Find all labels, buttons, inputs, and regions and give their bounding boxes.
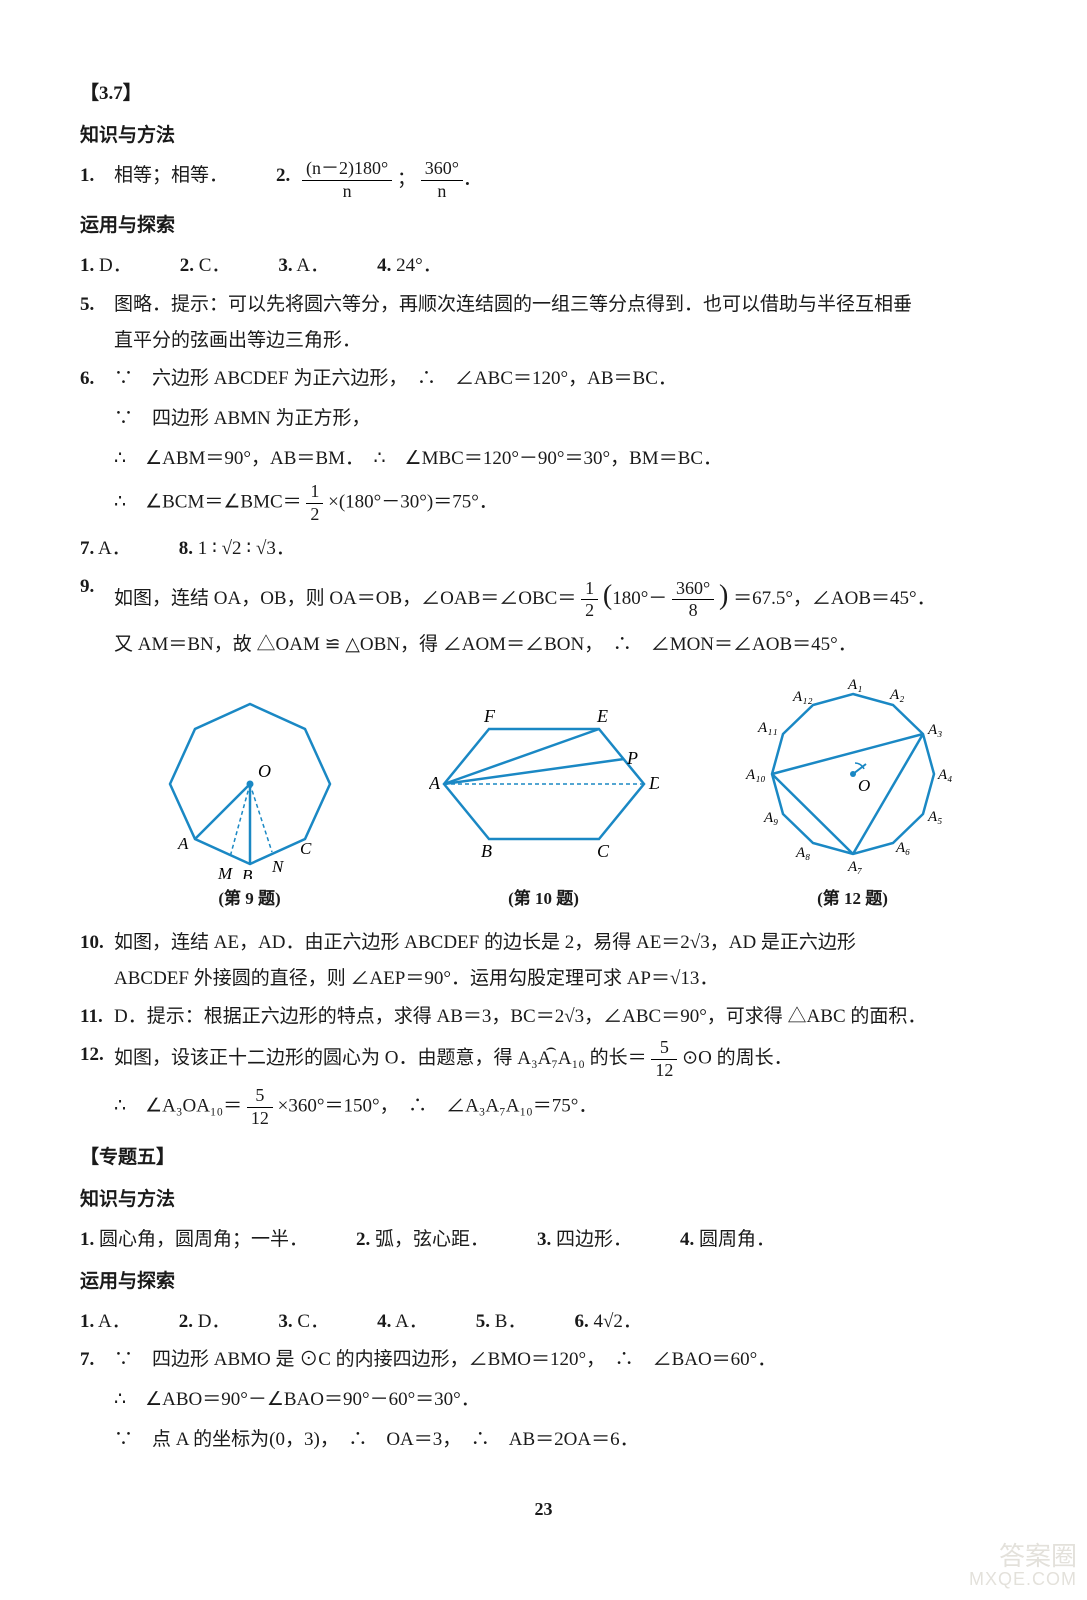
svg-text:O: O [258,761,271,781]
svg-text:A₃: A₃ [927,722,942,738]
text: ∵ 六边形 ABCDEF 为正六边形， ∴ ∠ABC＝120°，AB＝BC． [114,361,1007,397]
q7b: 7. ∵ 四边形 ABMO 是 ⊙C 的内接四边形，∠BMO＝120°， ∴ ∠… [80,1342,1007,1462]
dodecagon-svg: A₁ A₂ A₃ A₄ A₅ A₆ A₇ A₈ A₉ A₁₀ A₁₁ A₁₂ O [738,679,968,879]
item-num: 2. [276,158,302,202]
text: 如图，连结 OA，OB，则 OA＝OB，∠OAB＝∠OBC＝ 12 (180°－… [114,569,1007,622]
svg-text:P: P [626,748,638,768]
figure-10: F E P D C B A (第 10 题) [429,689,659,915]
text: ∵ 四边形 ABMO 是 ⊙C 的内接四边形，∠BMO＝120°， ∴ ∠BAO… [114,1342,1007,1378]
svg-text:A₁₀: A₁₀ [745,767,766,783]
svg-text:A₈: A₈ [795,845,810,861]
figure-9: O A M B N C (第 9 题) [150,689,350,915]
svg-text:A₂: A₂ [889,687,904,703]
text: ∴ ∠BCM＝∠BMC＝ 12 ×(180°－30°)＝75°． [114,481,1007,525]
text: 又 AM＝BN，故 △OAM ≌ △OBN，得 ∠AOM＝∠BON， ∴ ∠MO… [114,627,1007,663]
svg-text:A₆: A₆ [895,840,910,856]
caption: (第 10 题) [508,883,579,915]
svg-text:A₄: A₄ [937,767,952,783]
svg-text:A₁₂: A₁₂ [792,689,813,705]
q11: 11. D．提示：根据正六边形的特点，求得 AB＝3，BC＝2√3，∠ABC＝9… [80,999,1007,1035]
text: ∵ 四边形 ABMN 为正方形， [114,401,1007,437]
svg-text:B: B [242,866,253,879]
svg-text:C: C [300,839,312,858]
formula: (n－2)180°n ； 360°n． [302,158,482,202]
text: ∴ ∠ABM＝90°，AB＝BM． ∴ ∠MBC＝120°－90°＝30°，BM… [114,441,1007,477]
octagon-svg: O A M B N C [150,689,350,879]
text: ∴ ∠A₃OA₁₀＝ 512 ×360°＝150°， ∴ ∠A₃A₇A₁₀＝75… [114,1085,1007,1129]
km-list: 1. 相等；相等． 2. (n－2)180°n ； 360°n． [80,158,1007,202]
figure-12: A₁ A₂ A₃ A₄ A₅ A₆ A₇ A₈ A₉ A₁₀ A₁₁ A₁₂ O… [738,679,968,915]
q6: 6. ∵ 六边形 ABCDEF 为正六边形， ∴ ∠ABC＝120°，AB＝BC… [80,361,1007,529]
text: 图略．提示：可以先将圆六等分，再顺次连结圆的一组三等分点得到．也可以借助与半径互… [114,287,1007,323]
text: ABCDEF 外接圆的直径，则 ∠AEP＝90°．运用勾股定理可求 AP＝√13… [114,961,1007,997]
heading-apply: 运用与探索 [80,208,1007,244]
text: 直平分的弦画出等边三角形． [114,323,1007,359]
svg-text:A₅: A₅ [927,809,942,825]
text: ∵ 点 A 的坐标为(0，3)， ∴ OA＝3， ∴ AB＝2OA＝6． [114,1422,1007,1458]
answers-1-4: 1. D． 2. C． 3. A． 4. 24°． [80,248,1007,284]
svg-text:A₉: A₉ [763,810,778,826]
svg-text:N: N [271,857,285,876]
svg-text:M: M [217,864,233,879]
section-topic5: 【专题五】 [80,1140,1007,1176]
watermark: 答案圈 MXQE.COM [969,1542,1077,1590]
section-3-7: 【3.7】 [80,76,1007,112]
item-num: 1. [80,158,114,202]
svg-text:A₁: A₁ [847,679,862,693]
figure-row: O A M B N C (第 9 题) F E P D C B A (第 10 … [110,679,1007,915]
svg-text:E: E [596,706,608,726]
svg-text:A: A [177,834,189,853]
heading-knowledge-2: 知识与方法 [80,1182,1007,1218]
svg-text:O: O [858,776,870,795]
answers2-1-6: 1. A． 2. D． 3. C． 4. A． 5. B． 6. 4√2． [80,1304,1007,1340]
svg-text:F: F [483,706,496,726]
svg-text:A: A [429,773,441,793]
q10: 10. 如图，连结 AE，AD．由正六边形 ABCDEF 的边长是 2，易得 A… [80,925,1007,997]
q7-8: 7. A． 8. 1 ∶ √2 ∶ √3． [80,531,1007,567]
text: ∴ ∠ABO＝90°－∠BAO＝90°－60°＝30°． [114,1382,1007,1418]
caption: (第 9 题) [218,883,280,915]
svg-text:A₁₁: A₁₁ [757,720,778,736]
svg-text:B: B [481,841,492,861]
text: 如图，设该正十二边形的圆心为 O．由题意，得 A₃A₇A₁₀ 的长＝ 512 ⊙… [114,1037,1007,1081]
q5: 5. 图略．提示：可以先将圆六等分，再顺次连结圆的一组三等分点得到．也可以借助与… [80,287,1007,359]
text: D．提示：根据正六边形的特点，求得 AB＝3，BC＝2√3，∠ABC＝90°，可… [114,999,1007,1035]
svg-text:C: C [597,841,610,861]
q9: 9. 如图，连结 OA，OB，则 OA＝OB，∠OAB＝∠OBC＝ 12 (18… [80,569,1007,666]
q12: 12. 如图，设该正十二边形的圆心为 O．由题意，得 A₃A₇A₁₀ 的长＝ 5… [80,1037,1007,1133]
km2-list: 1. 圆心角，圆周角；一半． 2. 弧，弦心距． 3. 四边形． 4. 圆周角． [80,1222,1007,1258]
svg-text:A₇: A₇ [847,859,862,875]
text: 如图，连结 AE，AD．由正六边形 ABCDEF 的边长是 2，易得 AE＝2√… [114,925,1007,961]
heading-knowledge: 知识与方法 [80,118,1007,154]
answer: 相等；相等． [114,158,228,202]
page-number: 23 [80,1492,1007,1526]
caption: (第 12 题) [817,883,888,915]
svg-text:D: D [648,773,659,793]
hexagon-svg: F E P D C B A [429,689,659,879]
heading-apply-2: 运用与探索 [80,1264,1007,1300]
